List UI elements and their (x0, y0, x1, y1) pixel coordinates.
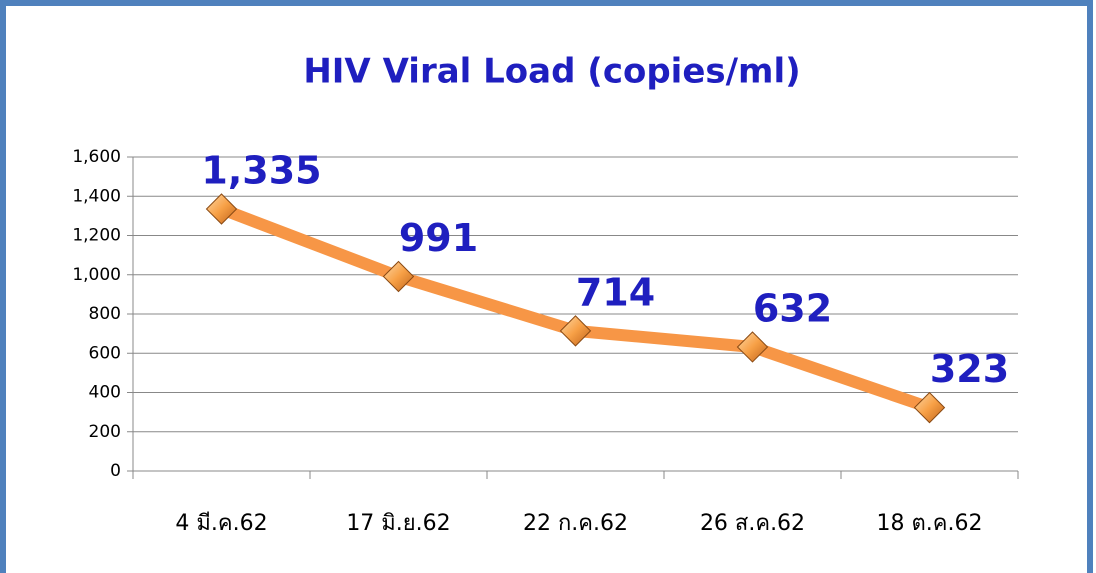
y-tick-label: 200 (89, 422, 121, 442)
y-tick-label: 1,000 (72, 265, 121, 285)
y-tick-label: 1,400 (72, 186, 121, 206)
x-tick-label: 26 ส.ค.62 (700, 511, 805, 536)
y-tick-label: 1,600 (72, 147, 121, 167)
y-tick-label: 0 (110, 461, 121, 481)
y-tick-label: 800 (89, 304, 121, 324)
data-label: 323 (930, 347, 1009, 391)
y-tick-label: 1,200 (72, 226, 121, 246)
x-tick-label: 4 มี.ค.62 (175, 511, 267, 536)
y-tick-label: 400 (89, 383, 121, 403)
data-label: 632 (753, 286, 832, 330)
marker (559, 315, 592, 347)
marker (913, 391, 946, 424)
data-label: 1,335 (201, 149, 321, 193)
x-tick-label: 22 ก.ค.62 (523, 511, 628, 536)
x-tick-label: 18 ต.ค.62 (877, 511, 983, 536)
y-tick-label: 600 (89, 343, 121, 363)
x-tick-label: 17 มิ.ย.62 (346, 511, 450, 536)
data-label: 991 (399, 216, 478, 260)
marker (382, 260, 415, 293)
marker (205, 193, 238, 225)
chart-title: HIV Viral Load (copies/ml) (303, 52, 800, 92)
marker (736, 331, 769, 363)
data-label: 714 (576, 270, 655, 314)
